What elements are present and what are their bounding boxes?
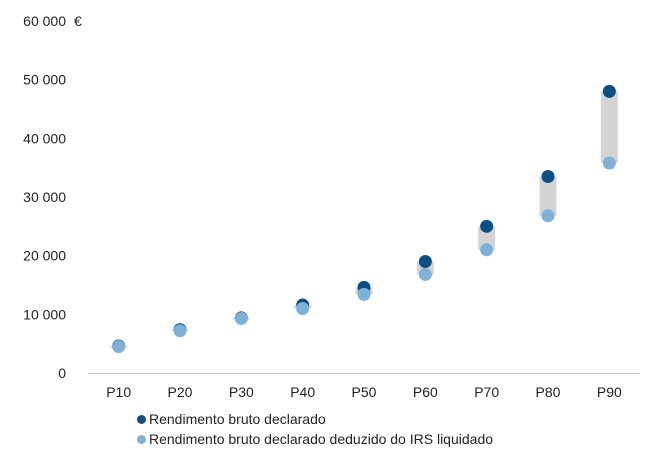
data-point-series-2	[112, 340, 126, 354]
range-bar	[539, 176, 557, 216]
data-point-series-2	[418, 267, 432, 281]
x-tick-label: P50	[352, 384, 377, 400]
range-bar	[600, 91, 618, 163]
data-point-series-2	[602, 156, 616, 170]
data-point-series-1	[602, 84, 616, 98]
x-tick-label: P30	[229, 384, 254, 400]
y-tick-label: 50 000	[23, 72, 66, 88]
x-tick-label: P40	[290, 384, 315, 400]
data-point-series-1	[541, 169, 555, 183]
legend-label-series-2: Rendimento bruto declarado deduzido do I…	[149, 431, 494, 447]
x-tick-label: P10	[106, 384, 131, 400]
range-bars	[110, 91, 618, 348]
x-tick-label: P80	[536, 384, 561, 400]
y-tick-label: 40 000	[23, 130, 66, 146]
y-tick-label: 0	[58, 365, 66, 381]
data-point-series-2	[541, 209, 555, 223]
legend-item-series-1: Rendimento bruto declarado	[137, 409, 493, 429]
y-axis: 0 10 000 20 000 30 000 40 000 50 000 60 000 €	[23, 13, 82, 381]
legend: Rendimento bruto declarado Rendimento br…	[137, 409, 493, 449]
data-point-series-1	[418, 255, 432, 269]
data-point-series-2	[296, 301, 310, 315]
y-tick-label: 30 000	[23, 189, 66, 205]
plot-area: 0 10 000 20 000 30 000 40 000 50 000 60 000 € P…	[23, 13, 640, 400]
legend-marker-series-2	[137, 434, 146, 444]
range-bar	[478, 226, 496, 250]
legend-item-series-2: Rendimento bruto declarado deduzido do I…	[137, 429, 493, 449]
data-point-series-1	[480, 219, 494, 233]
x-tick-label: P90	[597, 384, 622, 400]
data-points	[112, 84, 616, 354]
data-point-series-2	[173, 324, 187, 338]
y-unit-label: €	[74, 13, 82, 29]
legend-label-series-1: Rendimento bruto declarado	[149, 411, 326, 427]
y-tick-label: 10 000	[23, 306, 66, 322]
x-tick-label: P70	[474, 384, 499, 400]
y-tick-label: 60 000	[23, 13, 66, 29]
data-point-series-2	[234, 311, 248, 325]
x-tick-label: P20	[168, 384, 193, 400]
y-tick-label: 20 000	[23, 248, 66, 264]
legend-marker-series-1	[137, 414, 146, 424]
data-point-series-2	[357, 287, 371, 301]
x-tick-label: P60	[413, 384, 438, 400]
data-point-series-2	[480, 243, 494, 257]
x-axis: P10 P20 P30 P40 P50 P60 P70 P80 P90	[88, 373, 640, 400]
